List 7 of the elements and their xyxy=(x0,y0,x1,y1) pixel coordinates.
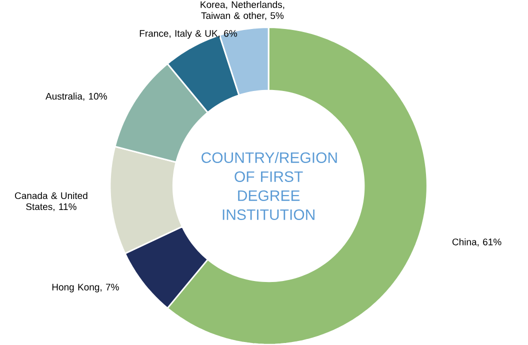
slice-label: Canada & United States, 11% xyxy=(14,192,88,212)
text: COUNTRY/REGION OF FIRST DEGREE INSTITUTION xyxy=(202,152,337,220)
slice-label: China, 61% xyxy=(452,238,502,246)
slice-label: Korea, Netherlands, Taiwan & other, 5% xyxy=(200,0,284,20)
slice-label: France, Italy & UK, 6% xyxy=(140,30,238,39)
slice-label: Hong Kong, 7% xyxy=(52,284,119,292)
slice-label: Australia, 10% xyxy=(46,92,107,101)
